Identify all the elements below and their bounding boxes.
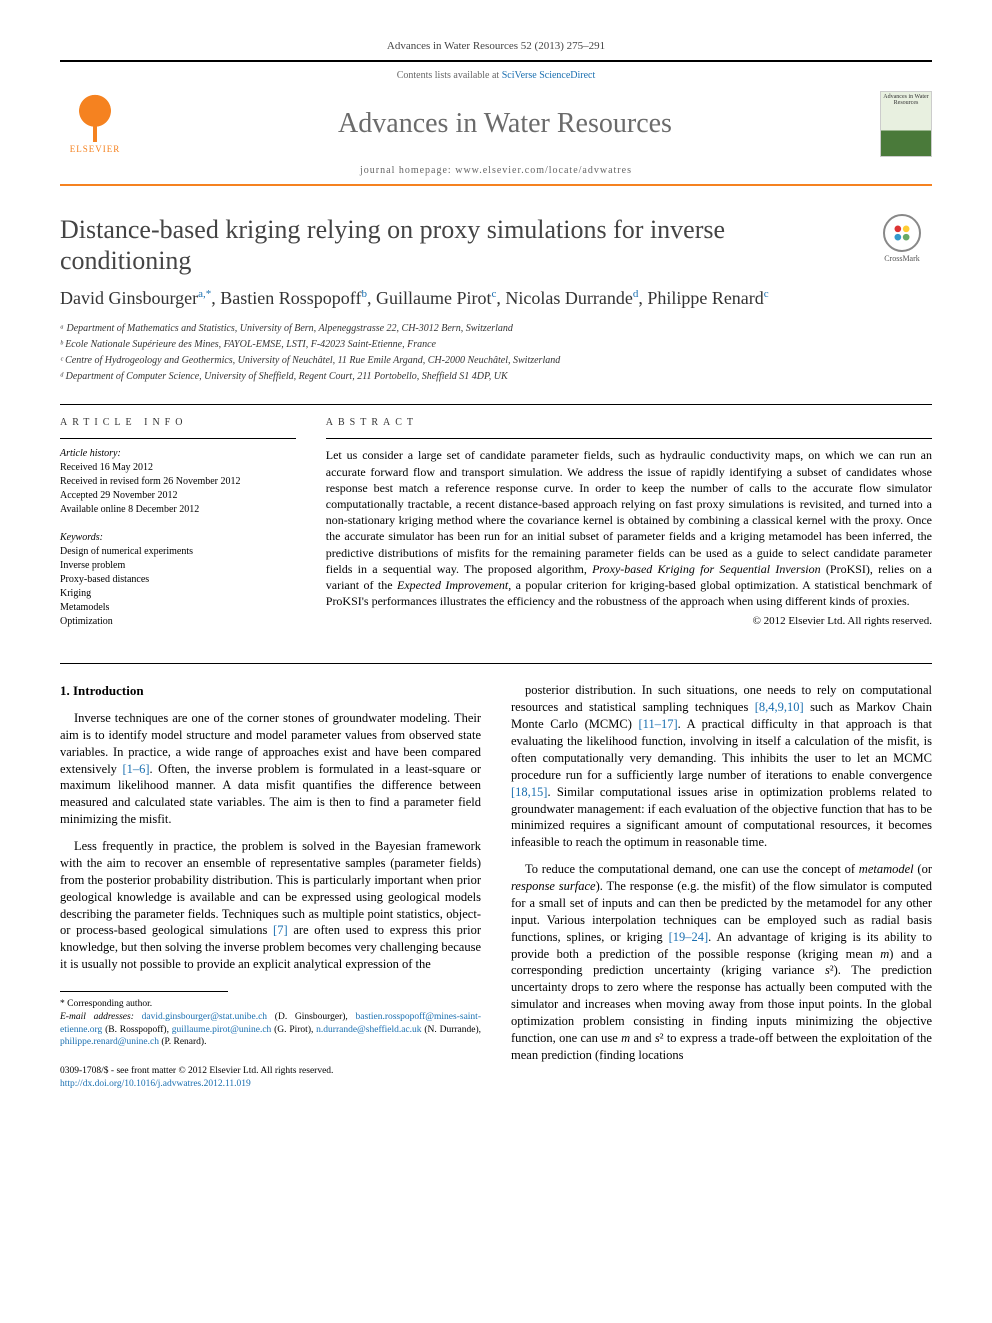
keyword-item: Inverse problem bbox=[60, 559, 296, 573]
authors: David Ginsbourgera,*, Bastien Rosspopoff… bbox=[60, 288, 932, 309]
keywords-list: Design of numerical experimentsInverse p… bbox=[60, 545, 296, 629]
journal-name: Advances in Water Resources bbox=[130, 108, 880, 140]
journal-name-row: ELSEVIER Advances in Water Resources Adv… bbox=[60, 83, 932, 165]
contents-prefix: Contents lists available at bbox=[397, 70, 502, 81]
keyword-item: Proxy-based distances bbox=[60, 573, 296, 587]
abstract-heading: ABSTRACT bbox=[326, 417, 932, 428]
title-row: Distance-based kriging relying on proxy … bbox=[60, 214, 932, 276]
paragraph: To reduce the computational demand, one … bbox=[511, 861, 932, 1064]
keyword-item: Kriging bbox=[60, 587, 296, 601]
abstract-divider bbox=[326, 438, 932, 439]
body-col-right: posterior distribution. In such situatio… bbox=[511, 682, 932, 1090]
body-col-left: 1. Introduction Inverse techniques are o… bbox=[60, 682, 481, 1090]
info-abstract-row: ARTICLE INFO Article history: Received 1… bbox=[60, 417, 932, 643]
scidirect-link[interactable]: SciVerse ScienceDirect bbox=[502, 70, 596, 81]
bottom-meta: 0309-1708/$ - see front matter © 2012 El… bbox=[60, 1065, 481, 1090]
footnotes: * Corresponding author. E-mail addresses… bbox=[60, 998, 481, 1049]
abstract-column: ABSTRACT Let us consider a large set of … bbox=[326, 417, 932, 643]
email-link[interactable]: guillaume.pirot@unine.ch bbox=[172, 1025, 272, 1035]
affiliation: ᵇ Ecole Nationale Supérieure des Mines, … bbox=[60, 337, 932, 352]
keyword-item: Design of numerical experiments bbox=[60, 545, 296, 559]
abstract-text: Let us consider a large set of candidate… bbox=[326, 447, 932, 609]
email-link[interactable]: n.durrande@sheffield.ac.uk bbox=[316, 1025, 421, 1035]
elsevier-label: ELSEVIER bbox=[70, 144, 121, 154]
affiliation: ᵈ Department of Computer Science, Univer… bbox=[60, 369, 932, 384]
elsevier-logo: ELSEVIER bbox=[60, 89, 130, 159]
page: Advances in Water Resources 52 (2013) 27… bbox=[0, 0, 992, 1130]
homepage-prefix: journal homepage: bbox=[360, 165, 455, 176]
paragraph: posterior distribution. In such situatio… bbox=[511, 682, 932, 851]
emails-line: E-mail addresses: david.ginsbourger@stat… bbox=[60, 1011, 481, 1049]
journal-header-box: Contents lists available at SciVerse Sci… bbox=[60, 60, 932, 186]
history-item: Received 16 May 2012 bbox=[60, 461, 296, 475]
crossmark-label: CrossMark bbox=[884, 254, 920, 263]
footnote-divider bbox=[60, 991, 228, 992]
info-divider bbox=[60, 438, 296, 439]
contents-line: Contents lists available at SciVerse Sci… bbox=[60, 70, 932, 81]
journal-citation: Advances in Water Resources 52 (2013) 27… bbox=[60, 40, 932, 52]
crossmark-badge[interactable]: CrossMark bbox=[872, 214, 932, 274]
doi-link[interactable]: http://dx.doi.org/10.1016/j.advwatres.20… bbox=[60, 1078, 481, 1090]
history-item: Available online 8 December 2012 bbox=[60, 503, 296, 517]
journal-cover-thumb: Advances in Water Resources bbox=[880, 91, 932, 157]
keywords-block: Keywords: Design of numerical experiment… bbox=[60, 531, 296, 629]
elsevier-tree-icon bbox=[71, 94, 119, 142]
history-item: Received in revised form 26 November 201… bbox=[60, 475, 296, 489]
crossmark-icon bbox=[883, 214, 921, 252]
paragraph: Less frequently in practice, the problem… bbox=[60, 838, 481, 973]
body-divider bbox=[60, 663, 932, 664]
intro-heading: 1. Introduction bbox=[60, 682, 481, 700]
corresponding-note: * Corresponding author. bbox=[60, 998, 481, 1011]
affiliation: ᶜ Centre of Hydrogeology and Geothermics… bbox=[60, 353, 932, 368]
issn-line: 0309-1708/$ - see front matter © 2012 El… bbox=[60, 1065, 481, 1077]
affiliations: ᵃ Department of Mathematics and Statisti… bbox=[60, 321, 932, 384]
emails-label: E-mail addresses: bbox=[60, 1012, 134, 1022]
divider bbox=[60, 404, 932, 405]
email-link[interactable]: philippe.renard@unine.ch bbox=[60, 1037, 159, 1047]
history-block: Article history: Received 16 May 2012Rec… bbox=[60, 447, 296, 517]
keyword-item: Optimization bbox=[60, 615, 296, 629]
history-label: Article history: bbox=[60, 447, 296, 461]
copyright: © 2012 Elsevier Ltd. All rights reserved… bbox=[326, 615, 932, 627]
homepage-url[interactable]: www.elsevier.com/locate/advwatres bbox=[455, 165, 632, 176]
keyword-item: Metamodels bbox=[60, 601, 296, 615]
email-link[interactable]: david.ginsbourger@stat.unibe.ch bbox=[142, 1012, 267, 1022]
affiliation: ᵃ Department of Mathematics and Statisti… bbox=[60, 321, 932, 336]
history-item: Accepted 29 November 2012 bbox=[60, 489, 296, 503]
paragraph: Inverse techniques are one of the corner… bbox=[60, 710, 481, 828]
history-list: Received 16 May 2012Received in revised … bbox=[60, 461, 296, 517]
body-columns: 1. Introduction Inverse techniques are o… bbox=[60, 682, 932, 1090]
info-heading: ARTICLE INFO bbox=[60, 417, 296, 428]
article-title: Distance-based kriging relying on proxy … bbox=[60, 214, 852, 276]
article-info: ARTICLE INFO Article history: Received 1… bbox=[60, 417, 296, 643]
homepage-line: journal homepage: www.elsevier.com/locat… bbox=[60, 165, 932, 180]
keywords-label: Keywords: bbox=[60, 531, 296, 545]
